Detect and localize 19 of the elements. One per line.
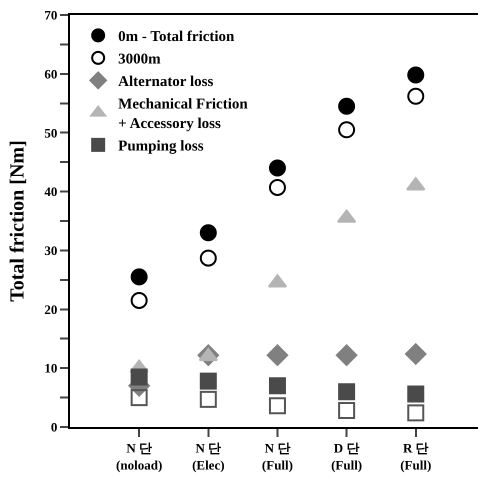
legend-label: 3000m <box>118 52 162 68</box>
legend-label: Mechanical Friction + Accessory loss <box>118 96 248 132</box>
y-tick-label: 70 <box>44 8 58 23</box>
y-tick-label: 60 <box>44 66 58 82</box>
legend-label: 0m - Total friction <box>118 29 236 46</box>
x-tick-label: R 단 (Full) <box>400 440 432 472</box>
y-tick-label: 30 <box>44 242 58 258</box>
legend-label: Pumping loss <box>118 138 204 155</box>
y-tick-label: 40 <box>44 184 58 200</box>
y-tick-label: 20 <box>44 302 58 317</box>
legend-label: Alternator loss <box>118 74 214 90</box>
x-tick-label: N 단 (Full) <box>262 440 293 472</box>
x-tick-label: D 단 (Full) <box>331 440 362 472</box>
x-tick-label: N 단 (noload) <box>116 440 162 472</box>
y-tick-label: 10 <box>44 360 58 376</box>
y-axis-title: Total friction [Nm] <box>6 140 28 302</box>
y-tick-label: 50 <box>44 125 58 140</box>
y-tick-label: 0 <box>50 420 58 435</box>
x-tick-label: N 단 (Elec) <box>192 440 225 472</box>
